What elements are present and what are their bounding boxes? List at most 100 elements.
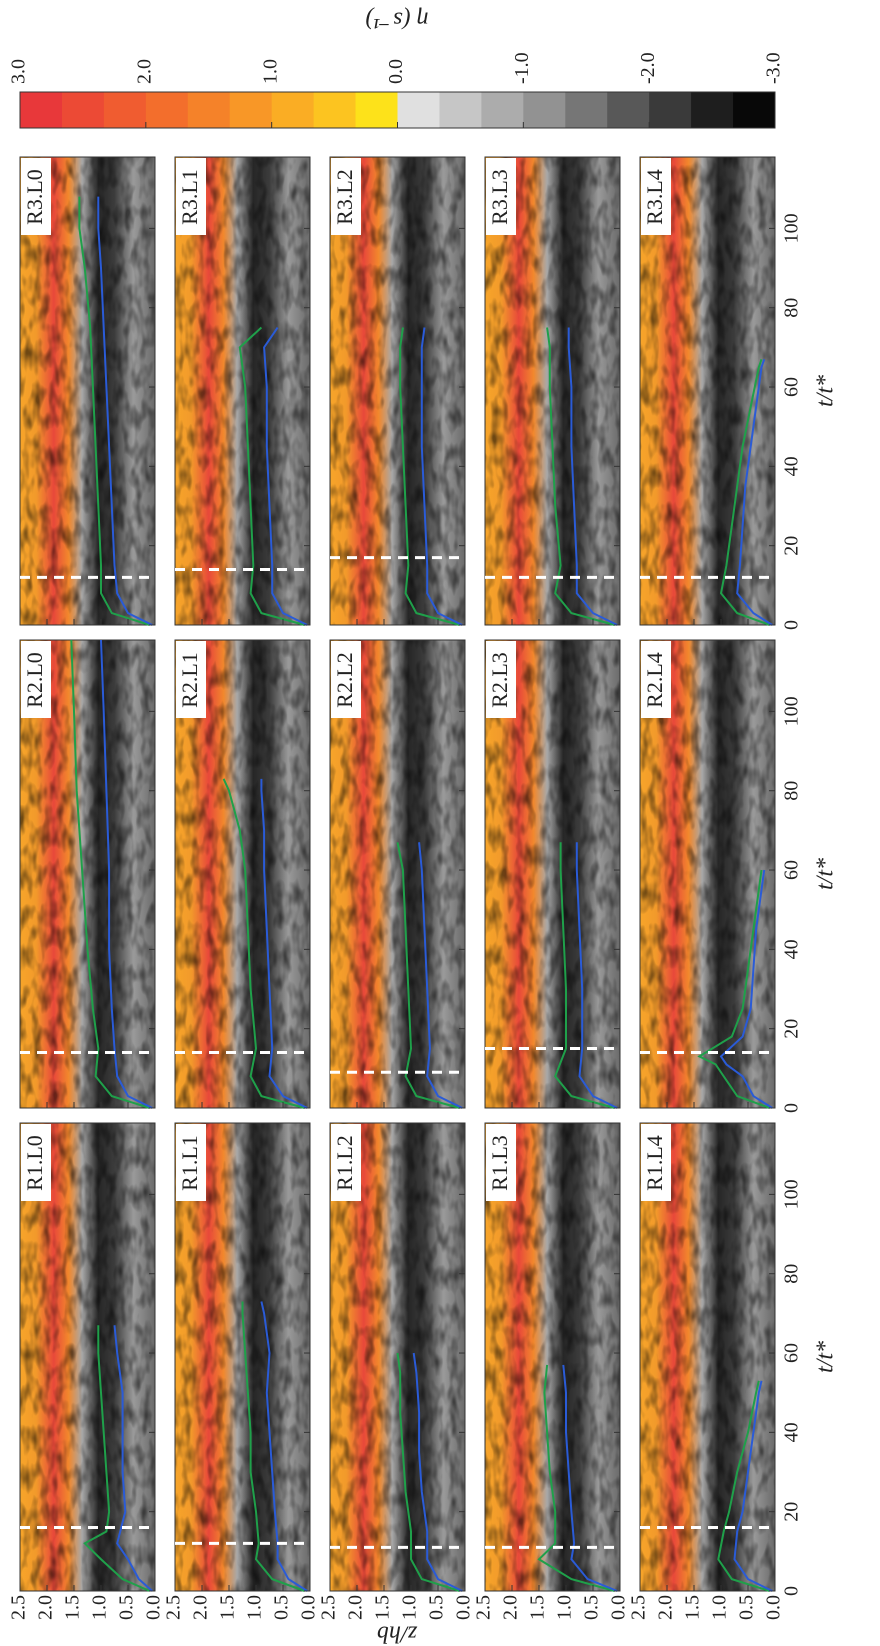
panel-frame [639,1122,776,1592]
panel-title-box [331,1124,361,1201]
y-tick-label: 0.5 [116,1595,138,1620]
panel-title: R2.L4 [642,652,667,708]
panel-title: R2.L0 [22,652,47,708]
y-tick-label: 0.5 [271,1595,293,1620]
y-tick-label: 1.5 [62,1595,84,1620]
panel-title-box [21,1124,51,1201]
profile-line [537,1364,615,1592]
panel-title-box [641,1124,671,1201]
panel-title: R1.L1 [177,1135,202,1191]
profile-line [554,842,615,1109]
heatmap-texture [485,640,620,1108]
y-tick-label: 0.5 [426,1595,448,1620]
panel-frame [19,156,156,626]
panel-title: R1.L0 [22,1135,47,1191]
panel-frame [484,156,621,626]
panel-title-box [21,158,51,235]
profile-line [260,1301,308,1592]
colorbar-segment [439,92,482,128]
y-tick-label: 1.0 [709,1595,731,1620]
colorbar-segment [691,92,734,128]
x-tick-label: 80 [781,781,803,801]
panel-title-box [176,1124,206,1201]
colorbar-segment [313,92,357,128]
heatmap-texture [640,640,775,1108]
heatmap-texture [175,157,310,625]
x-tick-label: 20 [781,536,803,556]
profile-line [238,326,305,626]
y-tick-label: 0.0 [453,1595,475,1620]
colorbar-tick-label: 1.0 [259,59,281,84]
panel-title: R3.L3 [487,169,512,225]
x-axis-label: t/t* [813,1341,839,1373]
y-tick-label: 0.5 [736,1595,758,1620]
x-tick-label: 0 [781,620,803,630]
x-tick-label: 0 [781,1586,803,1596]
colorbar-segment [103,92,147,128]
profile-line [546,327,615,626]
x-tick-label: 40 [781,1422,803,1442]
x-tick-label: 60 [781,377,803,397]
x-tick-label: 100 [781,213,803,243]
y-tick-label: 1.5 [372,1595,394,1620]
profile-line [241,1301,305,1592]
y-tick-label: 2.0 [500,1595,522,1620]
profile-line [78,196,150,626]
profile-line [420,327,463,626]
panel-title-box [486,1124,516,1201]
panel-title: R2.L2 [332,652,357,708]
profile-line [736,358,773,626]
panel-title-box [641,641,671,718]
colorbar-segment [523,92,566,128]
colorbar-tick-label: -2.0 [637,52,659,84]
profile-line [83,1325,151,1592]
panel-title: R2.L1 [177,652,202,708]
profile-line [719,869,773,1109]
panel-frame [174,1122,311,1592]
panel-title-box [176,158,206,235]
colorbar-segment [397,92,440,128]
y-tick-label: 2.0 [190,1595,212,1620]
profile-line [100,639,153,1109]
profile-line [697,869,770,1109]
panel-frame [484,1122,621,1592]
panel-frame [639,156,776,626]
x-tick-label: 40 [781,939,803,959]
heatmap-texture [175,640,310,1108]
panel-frame [329,1122,466,1592]
heatmap-texture [640,1123,775,1591]
profile-line [260,778,308,1109]
y-tick-label: 1.5 [682,1595,704,1620]
x-tick-label: 60 [781,1343,803,1363]
profile-line [719,358,770,626]
colorbar-segment [355,92,398,128]
panel-frame [329,639,466,1109]
colorbar-segment [229,92,273,128]
heatmap-texture [20,1123,155,1591]
y-tick-label: 1.0 [89,1595,111,1620]
colorbar-tick-label: -3.0 [763,52,785,84]
panel-title: R1.L3 [487,1135,512,1191]
panel-title-box [331,641,361,718]
panel-frame [19,1122,156,1592]
y-tick-label: 1.5 [217,1595,239,1620]
x-tick-label: 40 [781,456,803,476]
profile-line [396,1352,460,1592]
heatmap-texture [485,157,620,625]
profile-line [418,842,463,1109]
panel-title-box [21,641,51,718]
y-tick-label: 0.0 [298,1595,320,1620]
panel-frame [639,639,776,1109]
panel-frame [329,156,466,626]
profile-line [575,842,618,1109]
y-tick-label: 0.0 [608,1595,630,1620]
x-tick-label: 80 [781,298,803,318]
heatmap-texture [330,640,465,1108]
panel-frame [174,639,311,1109]
colorbar-segment [565,92,608,128]
colorbar-segment [481,92,524,128]
y-tick-label: 0.0 [143,1595,165,1620]
y-tick-label: 2.0 [655,1595,677,1620]
